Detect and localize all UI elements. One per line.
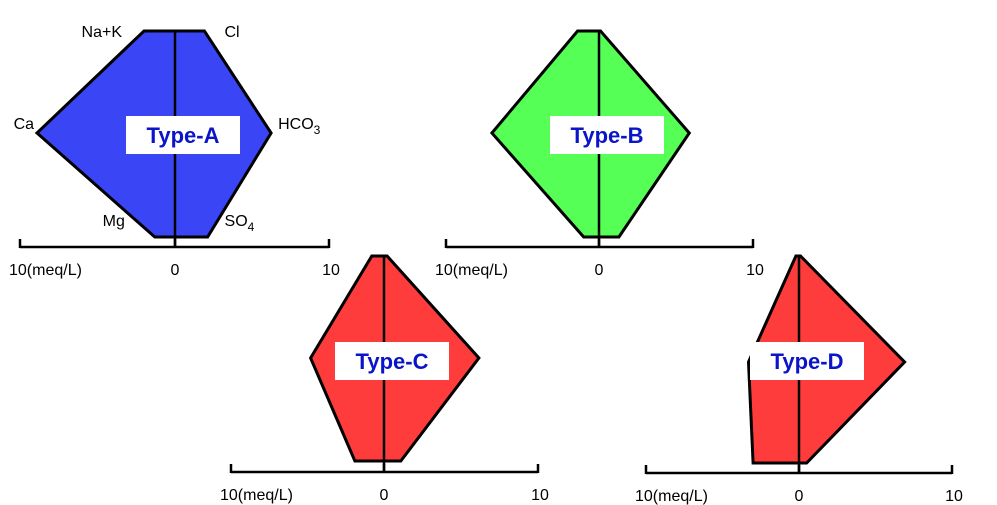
tick-label-right: 10 [945, 488, 963, 505]
type-label: Type-A [147, 123, 220, 148]
tick-label-center: 0 [795, 488, 804, 505]
tick-label-left: 10(meq/L) [635, 488, 708, 505]
type-label: Type-D [771, 349, 844, 374]
tick-label-right: 10 [531, 487, 549, 504]
tick-label-right: 10 [746, 262, 764, 279]
tick-label-center: 0 [171, 262, 180, 279]
tick-label-right: 10 [322, 262, 340, 279]
stiff-panel-3: 10(meq/L) 0 10 Type-C [220, 254, 549, 504]
ion-label-ca: Ca [14, 116, 35, 133]
ion-label-hco3: HCO3 [278, 116, 321, 137]
type-label-box [550, 116, 664, 154]
tick-label-left: 10(meq/L) [220, 487, 293, 504]
type-label: Type-B [571, 123, 644, 148]
stiff-panel-2: 10(meq/L) 0 10 Type-B [435, 29, 764, 279]
tick-label-left: 10(meq/L) [9, 262, 82, 279]
ion-label-mg: Mg [103, 213, 125, 230]
type-label-box [126, 116, 240, 154]
type-label: Type-C [356, 349, 429, 374]
tick-label-left: 10(meq/L) [435, 262, 508, 279]
ion-label-nak: Na+K [82, 24, 123, 41]
type-label-box [335, 342, 449, 380]
stiff-panel-1: 10(meq/L) 0 10 Type-A Na+K Cl Ca HCO3 Mg SO4 [9, 24, 340, 279]
ion-label-cl: Cl [224, 24, 239, 41]
ion-label-so4: SO4 [225, 213, 255, 234]
tick-label-center: 0 [595, 262, 604, 279]
type-label-box [750, 342, 864, 380]
tick-label-center: 0 [380, 487, 389, 504]
stiff-panel-4: 10(meq/L) 0 10 Type-D [635, 254, 963, 505]
